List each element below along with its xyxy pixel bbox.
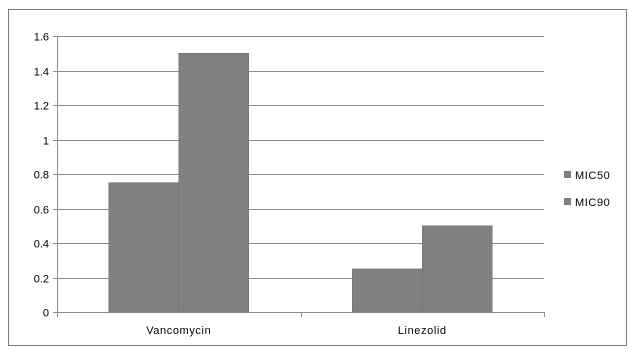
y-tick-label: 0.2: [34, 274, 49, 286]
y-tick-label: 1.4: [34, 67, 49, 79]
y-tick-label: 0.6: [34, 205, 49, 217]
legend-label: MIC50: [575, 170, 610, 182]
y-tick-label: 0: [43, 308, 49, 320]
bar-mic50-vancomycin: [108, 182, 179, 313]
legend-swatch-mic90: [564, 198, 571, 205]
x-category-label: Linezolid: [398, 325, 447, 337]
y-tick-label: 1.6: [34, 32, 49, 44]
x-category-label: Vancomycin: [146, 325, 211, 337]
bars: [108, 53, 493, 313]
bar-mic90-linezolid: [422, 225, 493, 313]
y-tick-label: 0.8: [34, 170, 49, 182]
bar-mic90-vancomycin: [178, 53, 250, 313]
legend-label: MIC90: [575, 197, 610, 209]
x-category-labels: Vancomycin Linezolid: [146, 325, 446, 337]
y-tick-label: 0.4: [34, 239, 49, 251]
y-tick-label: 1.2: [34, 101, 49, 113]
axes: [53, 36, 545, 317]
legend-swatch-mic50: [564, 171, 571, 178]
bar-mic50-linezolid: [351, 268, 423, 313]
legend: MIC50 MIC90: [564, 170, 610, 209]
y-tick-label: 1: [43, 136, 49, 148]
y-tick-labels: 0 0.2 0.4 0.6 0.8 1 1.2 1.4 1.6: [34, 32, 49, 320]
